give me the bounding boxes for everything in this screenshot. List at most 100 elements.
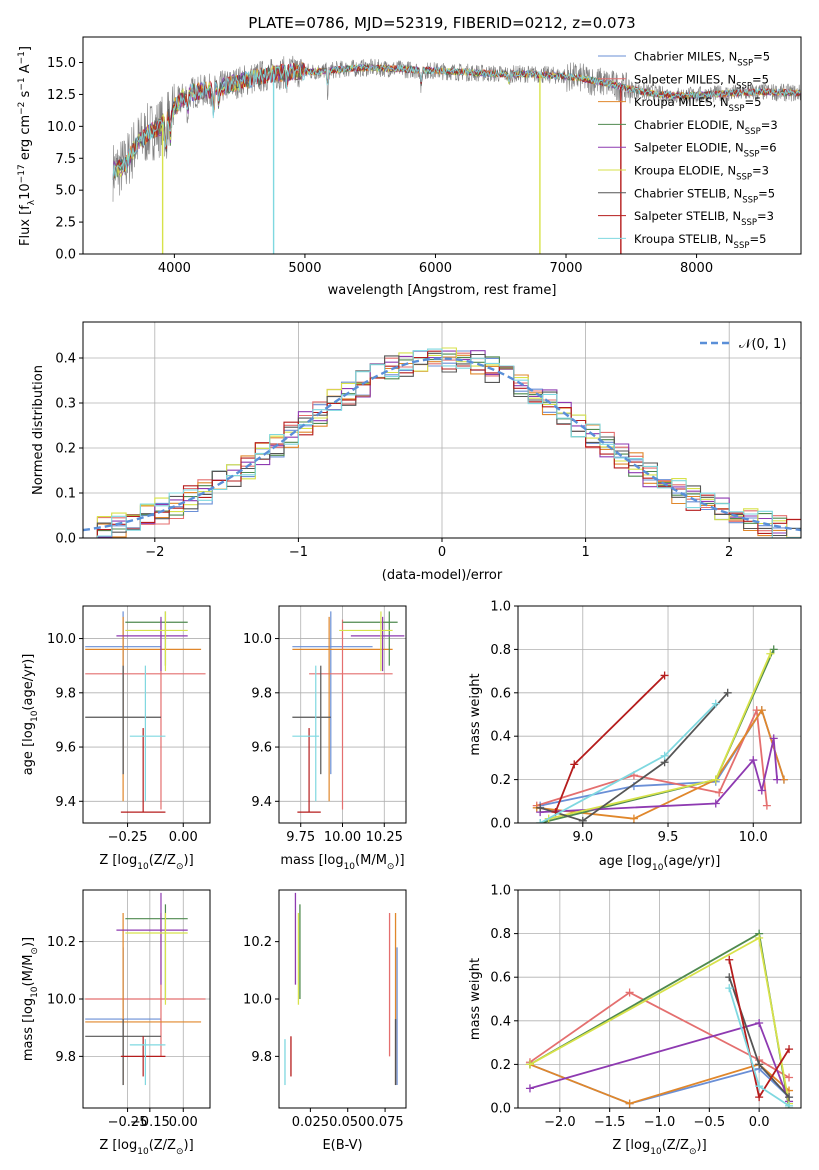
x-axis-label-part: (M/M	[355, 853, 387, 868]
y-axis-label-part: mass [log	[21, 998, 36, 1061]
y-axis-label-part: 10	[18, 183, 33, 200]
legend-label: Kroupa ELODIE, N	[634, 164, 736, 178]
tick-label-y: 10.2	[243, 935, 272, 950]
legend-entry: Kroupa ELODIE, NSSP=3	[634, 164, 769, 183]
tick-label-y: 0.1	[55, 487, 76, 502]
weight-point	[749, 756, 758, 765]
axes-frame	[278, 605, 407, 824]
model-spectrum	[112, 62, 801, 181]
weight-point	[723, 688, 732, 697]
legend-count: =5	[758, 186, 775, 200]
axis-residuals: −2 −1 0 1 2 0.0 0.1 0.2 0.3 0.4	[55, 321, 802, 560]
y-axis-label-part: A	[18, 64, 33, 77]
axes-frame	[278, 889, 407, 1109]
x-axis-label-part: ⊙	[176, 1147, 184, 1157]
legend-entry: Kroupa STELIB, NSSP=5	[634, 232, 766, 251]
y-axis-label: mass weight	[468, 958, 483, 1040]
legend-entry: Salpeter MILES, NSSP=5	[634, 72, 769, 91]
weight-point	[725, 984, 734, 993]
y-axis-label-part: −1	[17, 51, 27, 64]
y-axis-label-part: )]	[21, 937, 36, 947]
weight-point	[711, 799, 720, 808]
legend-count: =3	[761, 118, 778, 132]
tick-label-x: 6000	[419, 261, 452, 276]
plot-area-z-weight	[525, 929, 794, 1108]
residual-histogram	[83, 348, 801, 538]
tick-label-y: 0.4	[490, 1014, 511, 1029]
weight-line	[529, 1063, 790, 1105]
x-axis-label-part: ⊙	[176, 862, 184, 872]
tick-label-y: 9.8	[251, 686, 272, 701]
weight-point	[711, 775, 720, 784]
tick-label-y: 1.0	[490, 600, 511, 615]
legend-subscript: SSP	[741, 218, 757, 228]
weight-point	[766, 649, 775, 658]
weight-point	[755, 1018, 764, 1027]
tick-label-y: 9.4	[55, 795, 76, 810]
tick-label-x: 10.0	[739, 830, 768, 845]
axes-frame	[517, 605, 802, 824]
y-axis-label: Normed distribution	[31, 365, 46, 495]
tick-label-y: 15.0	[47, 56, 76, 71]
y-axis-label-part: s	[18, 90, 33, 101]
axes-z-age: −0.25 0.009.49.69.810.0Z [log10(Z/Z⊙)]age…	[21, 605, 211, 872]
legend-subscript: SSP	[734, 241, 750, 251]
tick-label-y: 9.4	[251, 795, 272, 810]
weight-point	[769, 734, 778, 743]
weight-point	[785, 1093, 794, 1102]
weight-point	[725, 955, 734, 964]
x-axis-label-part: Z [log	[99, 1138, 137, 1153]
tick-label-y: 0.0	[55, 532, 76, 547]
tick-label-x: −1	[289, 545, 308, 560]
axes-frame	[82, 36, 802, 255]
tick-label-x: 9.75	[286, 830, 315, 845]
legend-label: Chabrier MILES, N	[634, 50, 737, 64]
x-axis-label: age [log10(age/yr)]	[599, 854, 721, 873]
legend-subscript: SSP	[729, 104, 745, 114]
tick-label-x: 0.025	[292, 1115, 329, 1130]
x-axis-label: wavelength [Angstrom, rest frame]	[328, 283, 557, 298]
grid-z-age	[83, 606, 210, 823]
axis-ebv-mass: 0.025 0.050 0.075 9.8 10.0 10.2	[243, 889, 407, 1130]
figure-title: PLATE=0786, MJD=52319, FIBERID=0212, z=0…	[248, 14, 635, 32]
legend-count: =3	[757, 209, 774, 223]
weight-point	[757, 706, 766, 715]
tick-label-y: 9.6	[55, 741, 76, 756]
weight-point	[785, 1101, 794, 1108]
axes-frame	[82, 889, 211, 1109]
legend-entry: Chabrier MILES, NSSP=5	[634, 50, 770, 69]
tick-label-y: 10.2	[47, 935, 76, 950]
tick-label-x: −2	[145, 545, 164, 560]
plot-area-age-weight	[532, 645, 788, 823]
y-axis-label-part: (age/yr)]	[21, 654, 36, 711]
x-axis-label-part: Z [log	[99, 853, 137, 868]
legend-entry: Kroupa MILES, NSSP=5	[634, 95, 761, 114]
weight-point	[762, 801, 771, 810]
legend-label: Chabrier ELODIE, N	[634, 118, 745, 132]
legend-subscript: SSP	[745, 127, 761, 137]
tick-label-y: 10.0	[243, 993, 272, 1008]
axes-z-mass: −0.25−0.15 0.009.810.010.2Z [log10(Z/Z⊙)]…	[21, 889, 211, 1157]
x-axis-label-part: (Z/Z	[149, 853, 176, 868]
y-axis-label: Flux [fλ10−17 erg cm−2 s−1 A−1]	[17, 46, 37, 246]
tick-label-y: 0.3	[55, 397, 76, 412]
tick-label-x: 0	[438, 545, 446, 560]
axes-frame	[82, 321, 802, 539]
tick-label-x: 8000	[680, 261, 713, 276]
tick-label-x: 0.050	[329, 1115, 366, 1130]
x-axis-label-part: (age/yr)]	[663, 854, 720, 869]
x-axis-label-part: 10	[137, 1147, 149, 1157]
y-axis-label-part: (M/M	[21, 955, 36, 987]
weight-point	[525, 1084, 534, 1093]
y-axis-label-part: −17	[17, 164, 27, 183]
weight-point	[757, 786, 766, 795]
y-axis-label: mass [log10(M/M⊙)]	[21, 937, 40, 1061]
legend-subscript: SSP	[742, 195, 758, 205]
weight-line	[540, 738, 778, 813]
weight-point	[578, 816, 587, 823]
tick-label-x: −0.25	[108, 1115, 148, 1130]
legend-count: =5	[753, 50, 770, 64]
tick-label-y: 0.0	[490, 817, 511, 832]
